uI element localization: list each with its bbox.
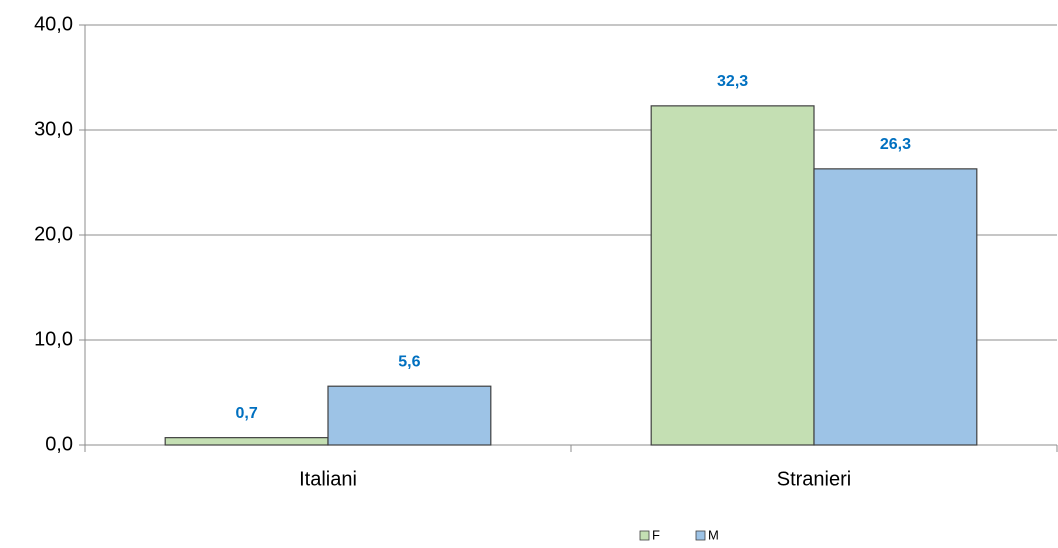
x-tick-label: Italiani <box>299 468 357 490</box>
bar <box>650 105 815 446</box>
value-label: 26,3 <box>880 136 911 153</box>
y-tick-label: 40,0 <box>34 13 73 35</box>
y-tick-label: 10,0 <box>34 328 73 350</box>
bar <box>327 385 492 446</box>
value-label: 0,7 <box>235 405 257 422</box>
value-label: 5,6 <box>398 353 420 370</box>
legend-label: M <box>708 527 719 542</box>
x-tick-label: Stranieri <box>777 468 851 490</box>
y-tick-label: 20,0 <box>34 223 73 245</box>
legend-swatch <box>695 530 706 541</box>
value-label: 32,3 <box>717 73 748 90</box>
y-tick-label: 30,0 <box>34 118 73 140</box>
legend-swatch <box>639 530 650 541</box>
bar <box>813 168 978 446</box>
legend-label: F <box>652 527 660 542</box>
bar <box>164 437 329 446</box>
y-tick-label: 0,0 <box>45 433 73 455</box>
